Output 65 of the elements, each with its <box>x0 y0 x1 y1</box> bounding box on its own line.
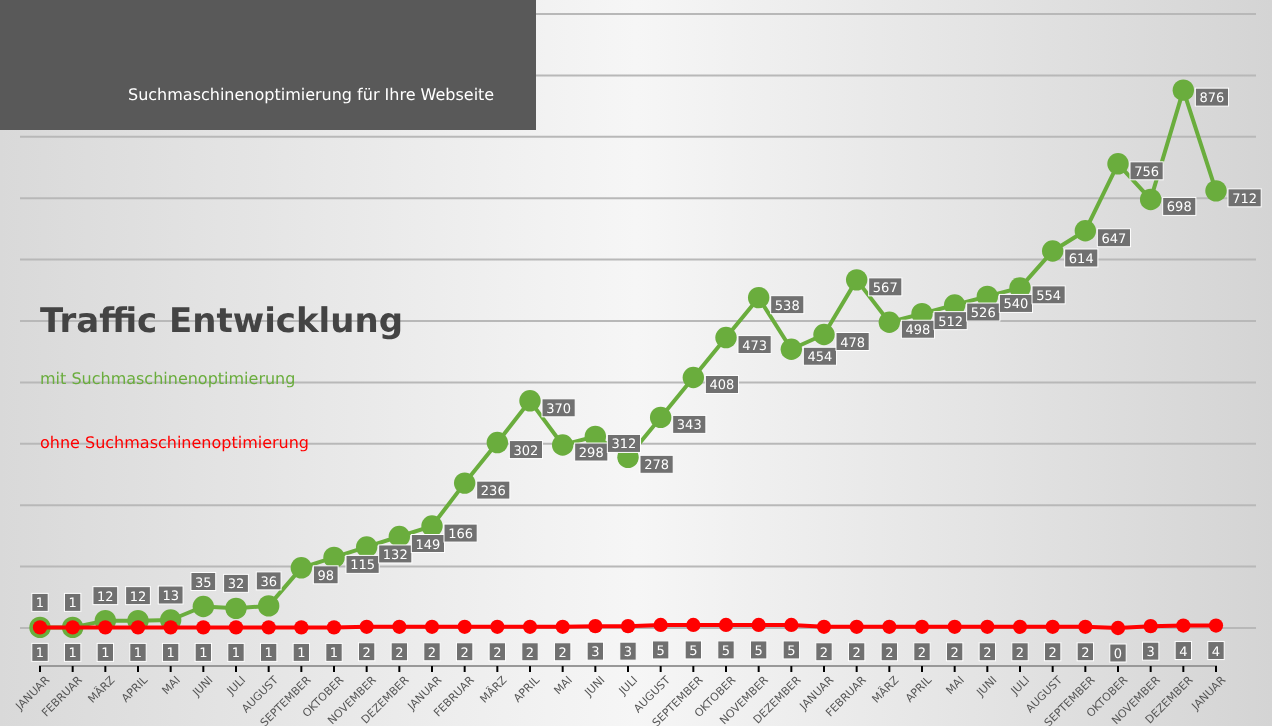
point <box>421 515 443 537</box>
point <box>1012 619 1028 634</box>
point <box>392 619 407 634</box>
point <box>1176 618 1191 633</box>
point <box>294 620 309 635</box>
point <box>1041 240 1064 262</box>
point <box>130 620 146 635</box>
point <box>784 617 799 633</box>
point <box>490 619 505 634</box>
point <box>845 269 868 291</box>
point <box>1139 188 1162 211</box>
point <box>261 620 276 635</box>
point <box>1110 620 1126 636</box>
point <box>355 536 378 558</box>
point <box>225 597 247 620</box>
point <box>653 617 668 633</box>
point <box>486 431 509 454</box>
point <box>878 311 901 333</box>
point <box>1208 618 1224 633</box>
point <box>228 620 244 635</box>
point <box>555 619 570 634</box>
text: Traffic Entwicklung <box>40 302 403 342</box>
point <box>1205 180 1227 202</box>
point <box>1107 153 1129 175</box>
point <box>1074 220 1097 242</box>
text: Suchmaschinenoptimierung für Ihre Webseite <box>128 86 495 104</box>
point <box>1078 619 1093 634</box>
point <box>1172 79 1195 101</box>
point <box>649 406 672 429</box>
point <box>192 595 215 618</box>
point <box>980 619 995 634</box>
point <box>453 472 476 494</box>
point <box>588 619 603 634</box>
point <box>457 619 472 634</box>
point <box>780 338 803 360</box>
point <box>947 619 962 634</box>
point <box>747 286 770 309</box>
point <box>882 619 897 634</box>
point <box>388 525 411 548</box>
point <box>849 619 864 634</box>
point <box>196 620 211 635</box>
point <box>1045 619 1060 634</box>
point <box>163 620 178 635</box>
point <box>718 617 734 633</box>
point <box>686 617 701 633</box>
point <box>682 366 705 389</box>
point <box>620 619 636 634</box>
point <box>290 557 313 579</box>
point <box>257 595 280 617</box>
point <box>424 619 440 634</box>
point <box>1143 619 1158 634</box>
point <box>519 390 541 412</box>
point <box>98 620 113 635</box>
point <box>522 619 538 634</box>
text: ohne Suchmaschinenoptimierung <box>40 434 310 452</box>
point <box>914 619 930 634</box>
point <box>326 620 342 635</box>
point <box>551 434 574 456</box>
point <box>751 617 766 633</box>
text: mit Suchmaschinenoptimierung <box>40 370 296 388</box>
point <box>715 326 737 349</box>
point <box>323 546 345 569</box>
point <box>359 619 374 634</box>
point <box>816 619 832 634</box>
point <box>813 323 835 346</box>
